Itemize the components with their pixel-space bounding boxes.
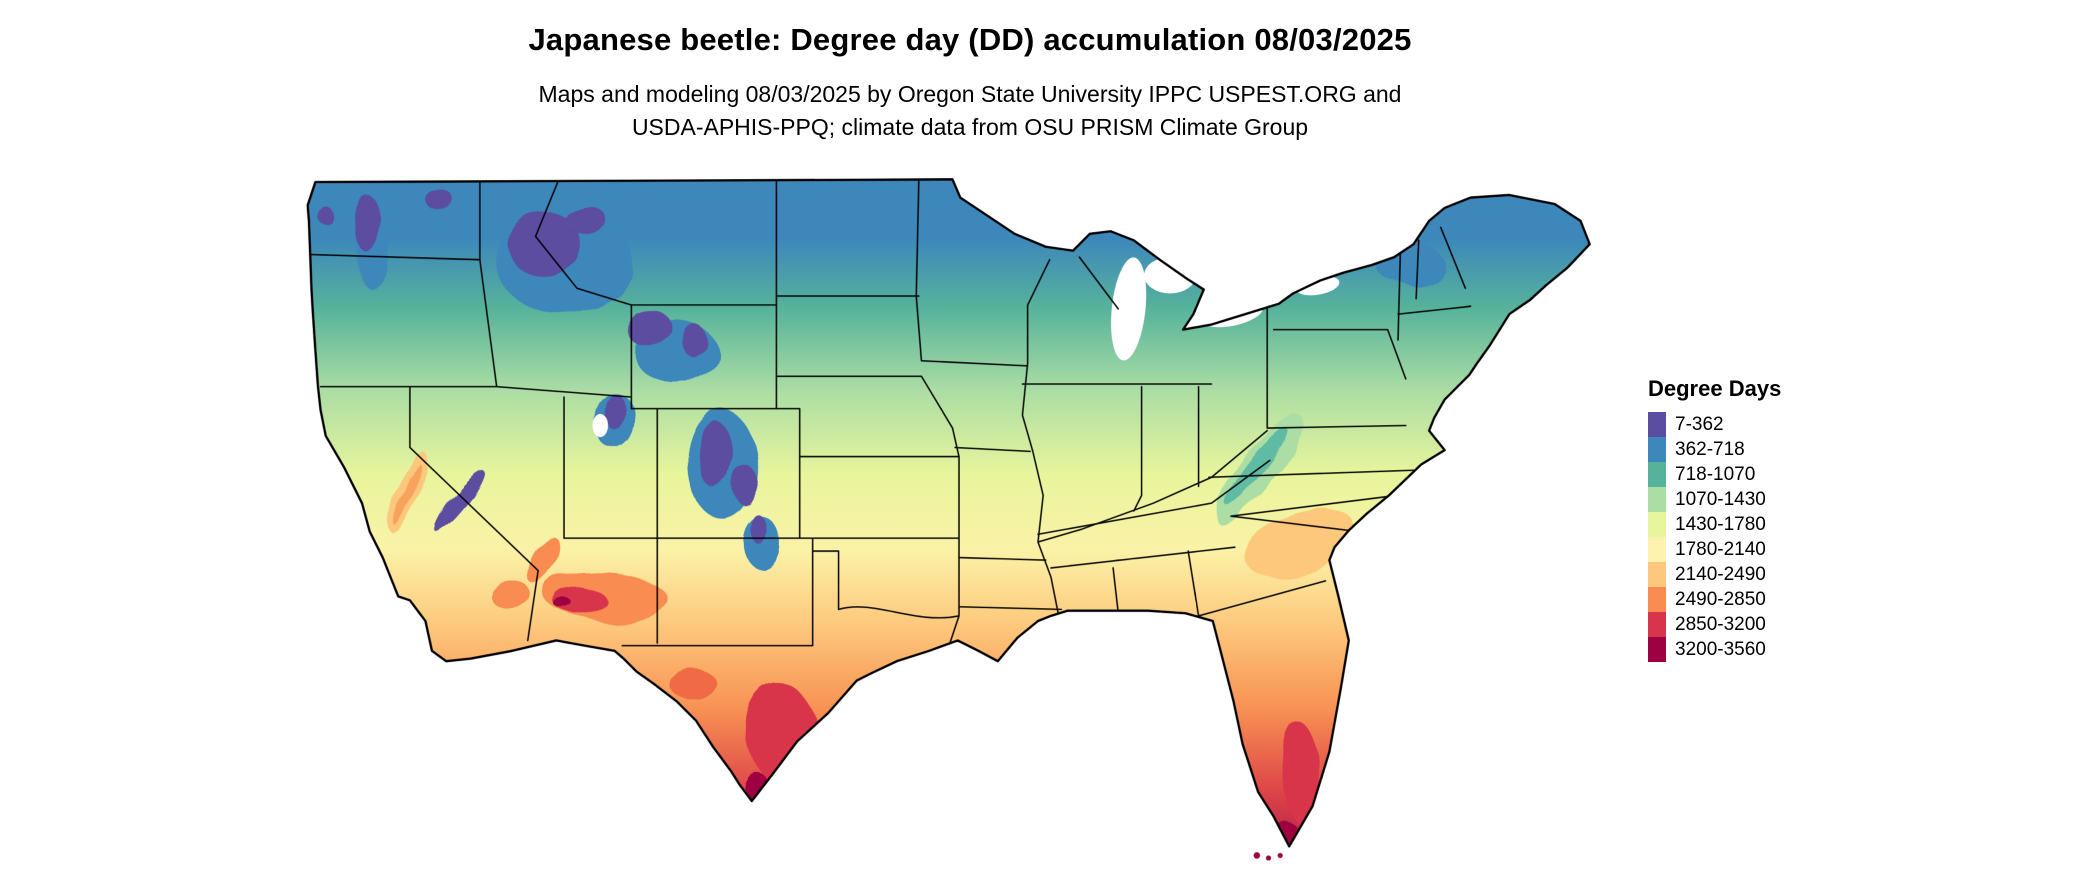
legend-label: 2140-2490 (1675, 563, 1766, 585)
legend-items: 7-362 362-718 718-1070 1070-1430 1430-1780 17… (1648, 412, 1781, 662)
legend-row: 3200-3560 (1648, 637, 1781, 662)
legend-label: 718-1070 (1675, 463, 1756, 485)
map-base-fill (307, 179, 1590, 847)
map-svg (306, 178, 1591, 861)
legend-label: 3200-3560 (1675, 638, 1766, 660)
legend-swatch (1648, 587, 1666, 612)
legend-row: 1070-1430 (1648, 487, 1781, 512)
legend-row: 362-718 (1648, 437, 1781, 462)
legend-label: 1780-2140 (1675, 538, 1766, 560)
legend-swatch (1648, 637, 1666, 662)
state-borders (309, 179, 1472, 675)
legend-label: 2850-3200 (1675, 613, 1766, 635)
map-subtitle-line1: Maps and modeling 08/03/2025 by Oregon S… (538, 81, 1402, 107)
map-subtitle-line2: USDA-APHIS-PPQ; climate data from OSU PR… (631, 114, 1309, 140)
legend-label: 1430-1780 (1675, 513, 1766, 535)
legend-title: Degree Days (1648, 376, 1782, 401)
legend-swatch (1648, 562, 1666, 587)
legend-row: 1430-1780 (1648, 512, 1781, 537)
legend-swatch (1648, 612, 1666, 637)
legend-swatch (1648, 462, 1666, 487)
legend-row: 2490-2850 (1648, 587, 1781, 612)
us-degree-day-map (305, 168, 1600, 863)
legend-label: 1070-1430 (1675, 488, 1766, 510)
map-title: Japanese beetle: Degree day (DD) accumul… (528, 22, 1412, 57)
florida-keys (1253, 852, 1283, 861)
legend-row: 7-362 (1648, 412, 1781, 437)
legend-row: 718-1070 (1648, 462, 1781, 487)
legend-label: 7-362 (1675, 413, 1724, 435)
legend-row: 2850-3200 (1648, 612, 1781, 637)
legend: Degree Days 7-362 362-718 718-1070 1070-143… (1648, 376, 1781, 662)
us-outline (306, 178, 1591, 848)
legend-label: 362-718 (1675, 438, 1745, 460)
legend-swatch (1648, 487, 1666, 512)
legend-swatch (1648, 512, 1666, 537)
legend-swatch (1648, 537, 1666, 562)
legend-label: 2490-2850 (1675, 588, 1766, 610)
header: Japanese beetle: Degree day (DD) accumul… (0, 22, 1940, 144)
legend-swatch (1648, 412, 1666, 437)
legend-swatch (1648, 437, 1666, 462)
legend-row: 2140-2490 (1648, 562, 1781, 587)
legend-row: 1780-2140 (1648, 537, 1781, 562)
great-salt-lake (592, 413, 609, 438)
